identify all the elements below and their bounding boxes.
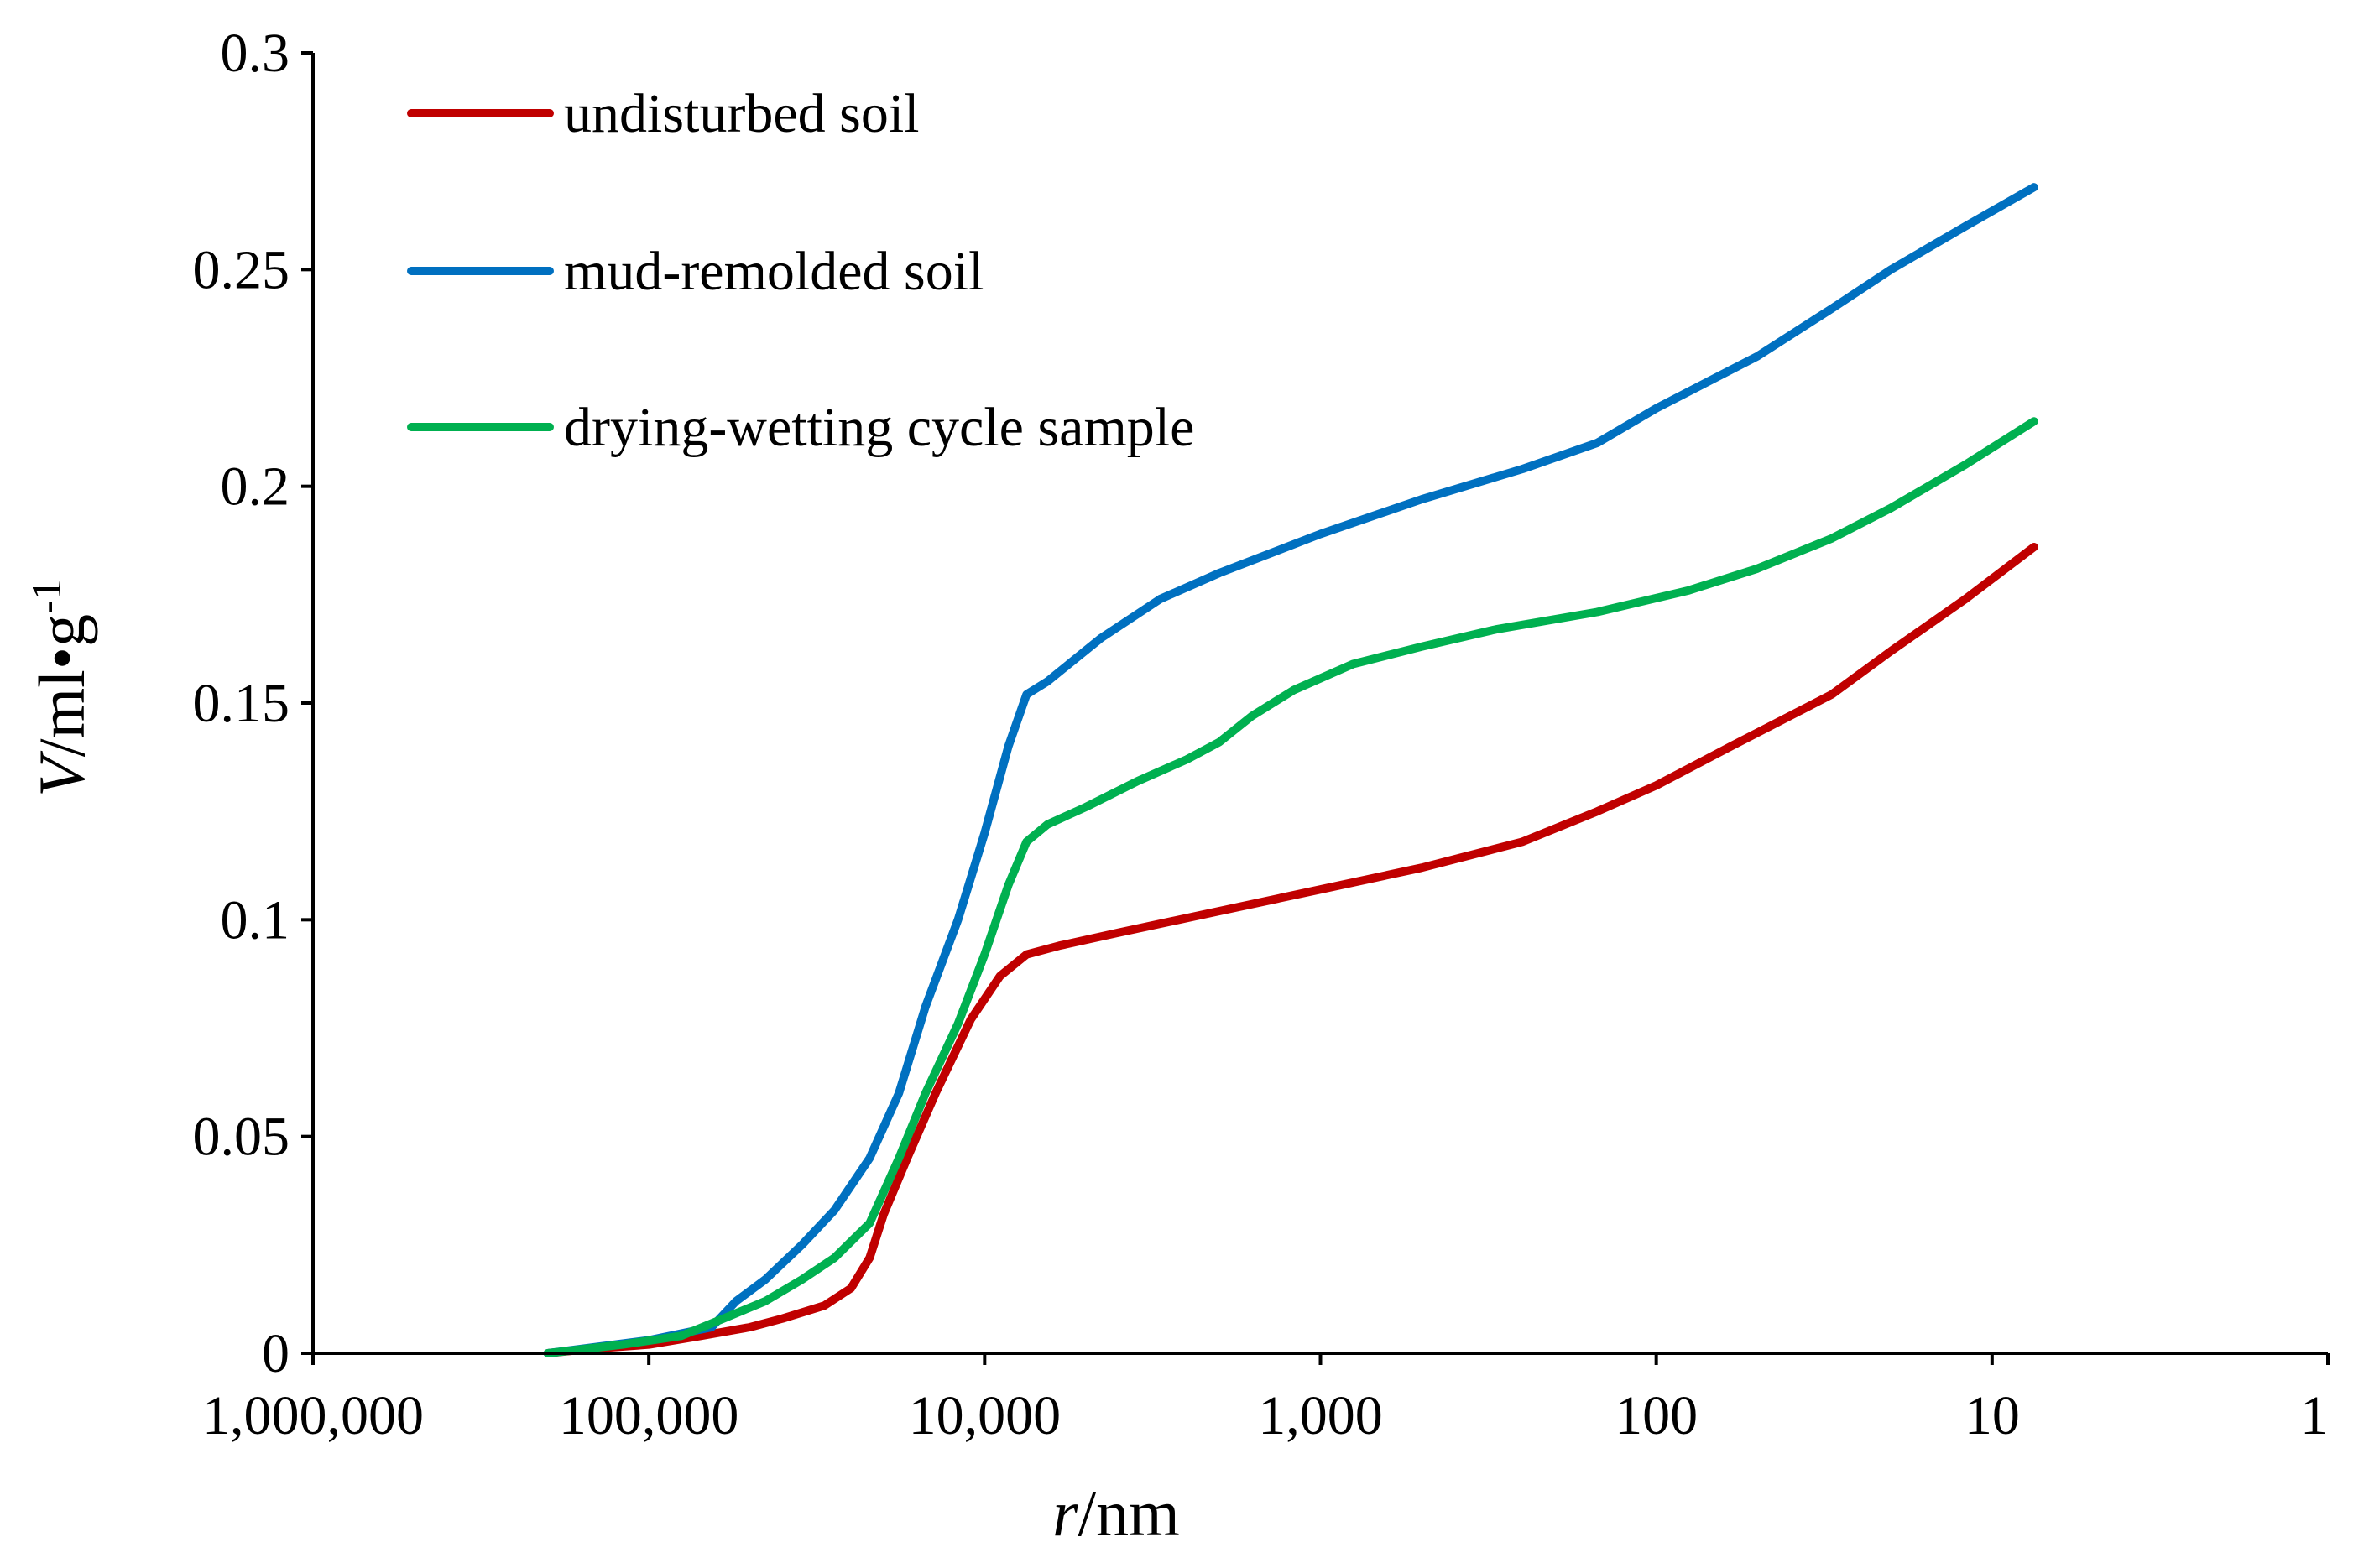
- legend-label-undisturbed-soil: undisturbed soil: [564, 83, 920, 144]
- x-axis-title: r/nm: [1052, 1477, 1180, 1550]
- legend-label-mud-remolded-soil: mud-remolded soil: [564, 241, 984, 302]
- series-line-drying-wetting-cycle-sample: [543, 417, 2038, 1357]
- y-tick-label: 0.3: [221, 23, 290, 84]
- y-tick-label: 0.1: [221, 889, 290, 951]
- series-layer: [543, 183, 2038, 1357]
- x-ticks: 1,000,000 100,000 10,000 1,000 100 10 1: [202, 1353, 2330, 1446]
- series-line-mud-remolded-soil: [543, 183, 2038, 1357]
- x-tick-label: 1: [2300, 1385, 2328, 1446]
- y-ticks: 0 0.05 0.1 0.15 0.2 0.25 0.3: [193, 23, 313, 1384]
- x-tick-label: 1,000,000: [202, 1385, 424, 1446]
- y-tick-label: 0: [262, 1323, 290, 1384]
- y-tick-label: 0.2: [221, 456, 290, 518]
- x-tick-label: 100,000: [559, 1385, 739, 1446]
- x-tick-label: 1,000: [1258, 1385, 1383, 1446]
- y-tick-label: 0.05: [193, 1107, 290, 1168]
- x-tick-label: 10,000: [909, 1385, 1062, 1446]
- legend: undisturbed soil mud-remolded soil drying-…: [407, 83, 1194, 458]
- series-line-undisturbed-soil: [543, 543, 2038, 1357]
- x-tick-label: 10: [1965, 1385, 2020, 1446]
- y-tick-label: 0.15: [193, 673, 290, 734]
- y-axis-title: V/ml•g-1: [23, 579, 98, 797]
- y-tick-label: 0.25: [193, 239, 290, 300]
- x-tick-label: 100: [1615, 1385, 1698, 1446]
- legend-label-drying-wetting-cycle-sample: drying-wetting cycle sample: [564, 397, 1194, 458]
